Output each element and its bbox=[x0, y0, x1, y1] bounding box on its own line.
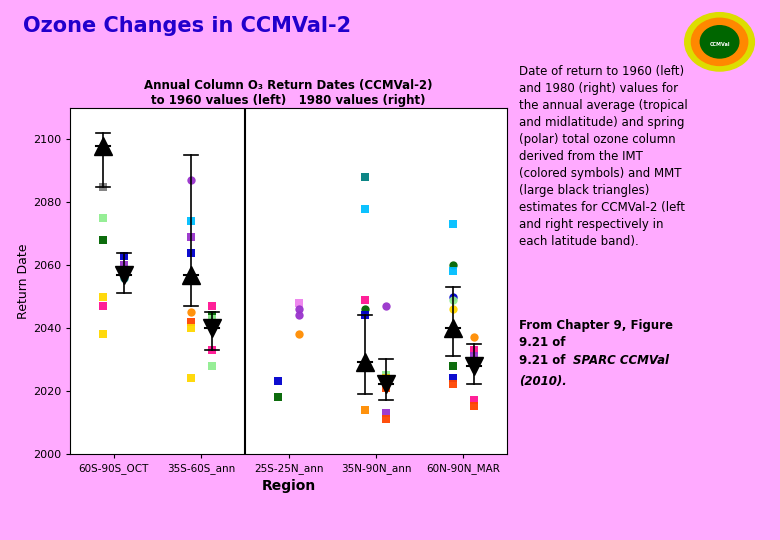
Text: From Chapter 9, Figure
9.21 of: From Chapter 9, Figure 9.21 of bbox=[519, 319, 672, 349]
X-axis label: Region: Region bbox=[261, 479, 316, 493]
Text: 9.21 of: 9.21 of bbox=[519, 354, 569, 367]
Circle shape bbox=[691, 18, 748, 65]
Text: CCMVal: CCMVal bbox=[709, 43, 730, 48]
Text: (2010).: (2010). bbox=[519, 375, 566, 388]
Circle shape bbox=[700, 26, 739, 58]
Title: Annual Column O₃ Return Dates (CCMVal-2)
to 1960 values (left)   1980 values (ri: Annual Column O₃ Return Dates (CCMVal-2)… bbox=[144, 79, 433, 107]
Text: SPARC CCMVal: SPARC CCMVal bbox=[573, 354, 669, 367]
Text: Ozone Changes in CCMVal-2: Ozone Changes in CCMVal-2 bbox=[23, 16, 352, 36]
Y-axis label: Return Date: Return Date bbox=[17, 243, 30, 319]
Text: Date of return to 1960 (left)
and 1980 (right) values for
the annual average (tr: Date of return to 1960 (left) and 1980 (… bbox=[519, 65, 687, 248]
Circle shape bbox=[685, 12, 754, 71]
